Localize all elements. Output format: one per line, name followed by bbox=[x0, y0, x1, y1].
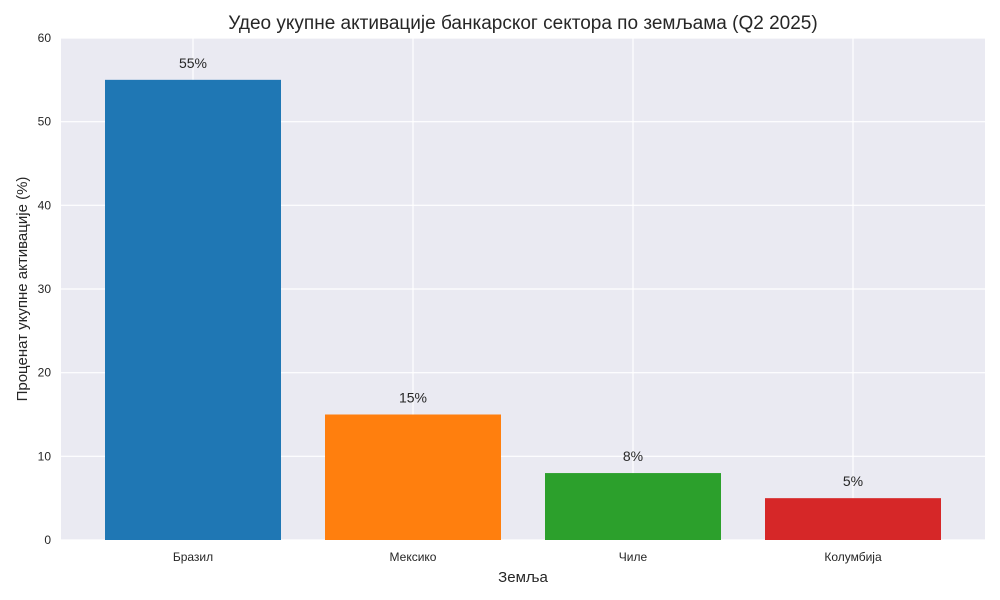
x-axis-label: Земља bbox=[498, 569, 548, 586]
bars bbox=[105, 79, 941, 540]
data-label: 8% bbox=[623, 448, 643, 464]
x-tick-label: Мексико bbox=[390, 550, 437, 564]
x-axis-ticks: Бразил Мексико Чиле Колумбија bbox=[173, 550, 882, 564]
chart-title: Удео укупне активације банкарског сектор… bbox=[228, 13, 817, 34]
data-label: 15% bbox=[399, 390, 427, 406]
data-label: 55% bbox=[179, 55, 207, 71]
x-tick-label: Чиле bbox=[619, 550, 648, 564]
data-label: 5% bbox=[843, 473, 863, 489]
y-tick-label: 20 bbox=[38, 366, 52, 380]
bar bbox=[765, 498, 941, 540]
y-tick-label: 50 bbox=[38, 115, 52, 129]
bar bbox=[105, 79, 281, 540]
bar bbox=[325, 414, 501, 540]
y-tick-label: 60 bbox=[38, 31, 52, 45]
y-axis-ticks: 0 10 20 30 40 50 60 bbox=[38, 31, 52, 547]
data-labels: 55% 15% 8% 5% bbox=[179, 55, 863, 489]
bar bbox=[545, 473, 721, 540]
y-tick-label: 30 bbox=[38, 282, 52, 296]
y-tick-label: 0 bbox=[44, 533, 51, 547]
y-axis-label: Проценат укупне активације (%) bbox=[14, 177, 31, 402]
y-tick-label: 10 bbox=[38, 449, 52, 463]
x-tick-label: Бразил bbox=[173, 550, 213, 564]
y-tick-label: 40 bbox=[38, 198, 52, 212]
x-tick-label: Колумбија bbox=[824, 550, 882, 564]
